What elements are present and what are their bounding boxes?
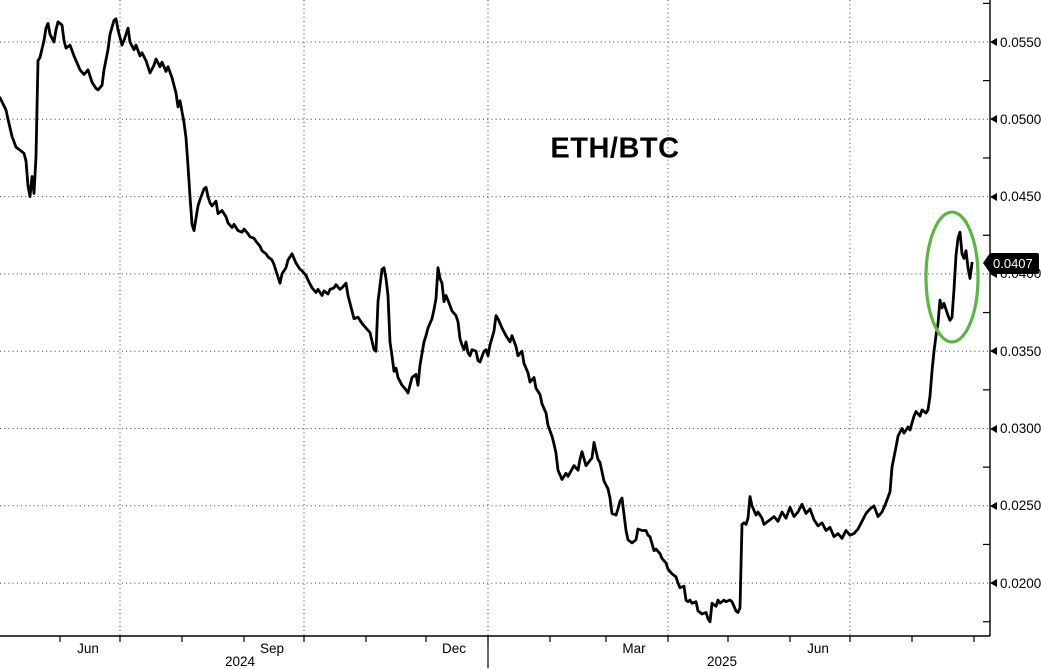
- y-axis-tick-text: 0.0200: [1000, 575, 1041, 591]
- highlight-ellipse: [924, 210, 980, 344]
- tick-arrow-icon: [990, 269, 997, 278]
- x-axis-year-label: 2024: [224, 654, 256, 669]
- y-axis-tick-text: 0.0550: [1000, 34, 1041, 50]
- y-axis-tick-label: 0.0300: [990, 420, 1041, 437]
- last-price-value: 0.0407: [993, 255, 1033, 271]
- y-axis-tick-label: 0.0250: [990, 497, 1041, 514]
- y-axis-tick-text: 0.0250: [1000, 498, 1041, 514]
- tick-arrow-icon: [990, 115, 997, 124]
- chart-title: ETH/BTC: [550, 132, 680, 165]
- y-axis-tick-label: 0.0350: [990, 343, 1041, 360]
- y-axis-tick-label: 0.0500: [990, 111, 1041, 128]
- x-axis-month-label: Jun: [77, 641, 99, 656]
- x-axis-month-label: Mar: [622, 641, 646, 656]
- tick-arrow-icon: [990, 192, 997, 201]
- x-axis-month-label: Sep: [259, 641, 285, 656]
- y-axis-tick-text: 0.0350: [1000, 343, 1041, 359]
- x-axis-month-label: Jun: [807, 641, 829, 656]
- x-axis-year-label: 2025: [706, 654, 738, 669]
- y-axis-tick-text: 0.0300: [1000, 421, 1041, 436]
- price-line: [0, 17, 974, 624]
- tick-arrow-icon: [990, 38, 997, 46]
- tick-arrow-icon: [990, 347, 997, 356]
- x-axis-month-label: Dec: [441, 641, 467, 656]
- y-axis-tick-text: 0.0500: [1000, 111, 1041, 127]
- tick-arrow-icon: [990, 579, 997, 588]
- last-price-flag: 0.0407: [983, 252, 1039, 274]
- y-axis-tick-text: 0.0450: [1000, 189, 1041, 205]
- y-axis-tick-label: 0.0550: [990, 34, 1041, 51]
- tick-arrow-icon: [990, 501, 997, 510]
- y-axis-tick-label: 0.0200: [990, 575, 1041, 592]
- y-axis-tick-label: 0.0450: [990, 188, 1041, 205]
- tick-arrow-icon: [990, 424, 997, 433]
